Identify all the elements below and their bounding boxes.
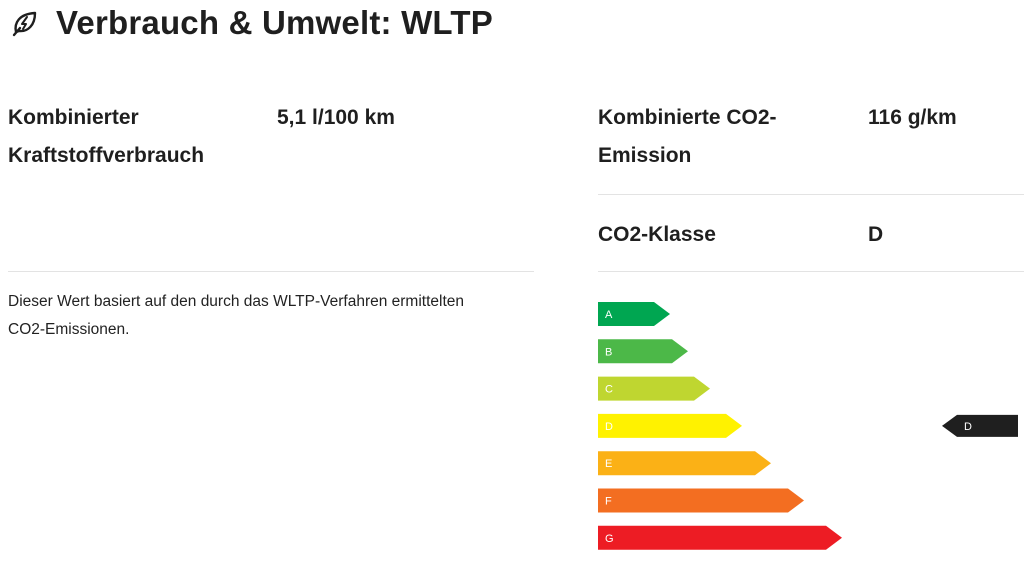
- efficiency-class-e: E: [598, 451, 771, 476]
- co2-class-label: CO2-Klasse: [598, 223, 716, 246]
- efficiency-class-letter: E: [605, 458, 612, 470]
- emission-label-line1: Kombinierte CO2-: [598, 106, 777, 129]
- co2-class-value: D: [868, 223, 884, 246]
- divider: [598, 194, 1024, 195]
- consumption-label-line2: Kraftstoffverbrauch: [8, 144, 205, 167]
- efficiency-class-arrow: [598, 339, 688, 364]
- divider: [598, 271, 1024, 272]
- emission-value: 116 g/km: [868, 106, 957, 129]
- efficiency-class-letter: C: [605, 384, 613, 396]
- consumption-note-line2: CO2-Emissionen.: [8, 321, 130, 338]
- efficiency-class-arrow: [598, 451, 771, 476]
- efficiency-class-b: B: [598, 339, 688, 364]
- consumption-label: Kombinierter Kraftstoffverbrauch: [8, 99, 204, 175]
- co2-efficiency-scale: A B C D E F G D: [598, 302, 1024, 557]
- efficiency-class-arrow: [598, 302, 670, 326]
- efficiency-class-letter: B: [605, 346, 612, 358]
- consumption-note-line1: Dieser Wert basiert auf den durch das WL…: [8, 293, 465, 310]
- efficiency-class-g: G: [598, 525, 842, 550]
- consumption-value: 5,1 l/100 km: [277, 106, 395, 129]
- emission-label-line2: Emission: [598, 144, 692, 167]
- efficiency-class-letter: D: [605, 421, 613, 433]
- section-header: Verbrauch & Umwelt: WLTP: [10, 2, 493, 44]
- efficiency-indicator-arrow: [942, 414, 1018, 437]
- efficiency-class-letter: F: [605, 496, 612, 508]
- efficiency-class-arrow: [598, 413, 742, 438]
- emission-label: Kombinierte CO2- Emission: [598, 99, 777, 175]
- efficiency-class-c: C: [598, 376, 710, 401]
- efficiency-class-letter: G: [605, 533, 614, 545]
- efficiency-class-arrow: [598, 488, 804, 513]
- consumption-note: Dieser Wert basiert auf den durch das WL…: [8, 288, 538, 344]
- efficiency-class-arrow: [598, 376, 710, 401]
- divider: [8, 271, 534, 272]
- efficiency-indicator: D: [942, 414, 1018, 437]
- page-title: Verbrauch & Umwelt: WLTP: [56, 4, 493, 41]
- efficiency-indicator-letter: D: [964, 421, 972, 433]
- efficiency-class-a: A: [598, 302, 670, 326]
- efficiency-class-d: D: [598, 413, 742, 438]
- efficiency-class-f: F: [598, 488, 804, 513]
- efficiency-class-arrow: [598, 525, 842, 550]
- co2-efficiency-scale-graphic: A B C D E F G D: [598, 302, 1018, 550]
- efficiency-class-letter: A: [605, 309, 613, 321]
- consumption-label-line1: Kombinierter: [8, 106, 139, 129]
- leaf-bolt-icon: [10, 8, 40, 38]
